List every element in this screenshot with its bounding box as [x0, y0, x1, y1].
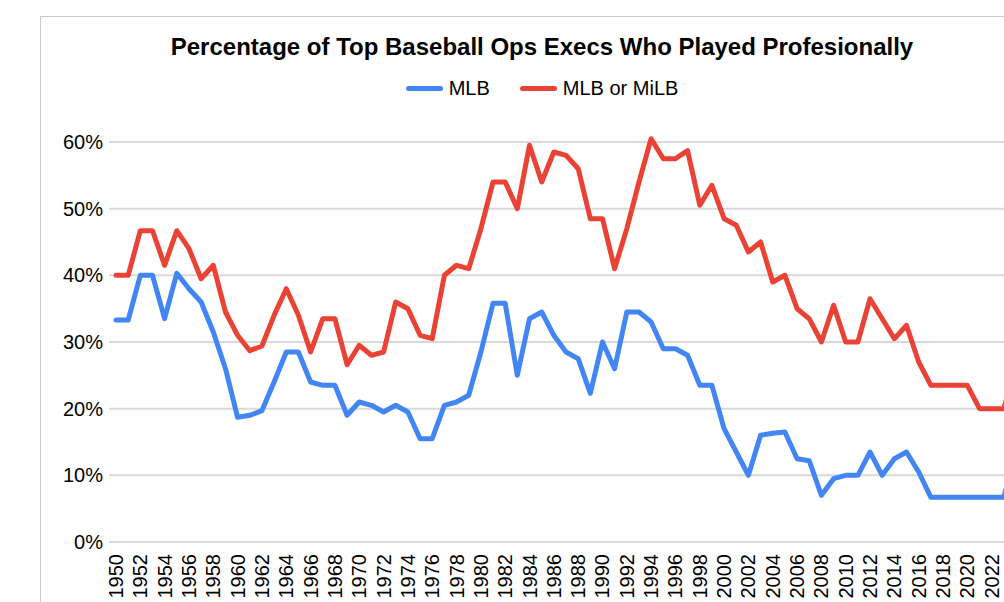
legend-swatch-icon [406, 86, 443, 91]
y-tick-label: 50% [63, 198, 103, 220]
x-tick-label: 1976 [421, 554, 443, 599]
legend-swatch-icon [520, 86, 557, 91]
y-tick-label: 40% [63, 264, 103, 286]
x-tick-label: 1982 [494, 554, 516, 599]
x-tick-label: 1964 [275, 554, 297, 599]
line-chart-plot: 0% 10% 20% 30% 40% 50% 60% 19501952195419561958… [41, 17, 1004, 602]
legend-item-mlb-or-milb: MLB or MiLB [520, 77, 679, 100]
x-tick-label: 2008 [810, 554, 832, 599]
x-tick-label: 1966 [300, 554, 322, 599]
legend-label: MLB or MiLB [563, 77, 679, 100]
x-tick-label: 1994 [640, 554, 662, 599]
x-tick-label: 2004 [762, 554, 784, 599]
x-tick-label: 1988 [567, 554, 589, 599]
x-tick-label: 1962 [251, 554, 273, 599]
x-tick-label: 1980 [470, 554, 492, 599]
chart-legend: MLB MLB or MiLB [41, 77, 1004, 100]
legend-label: MLB [449, 77, 490, 100]
x-tick-label: 1978 [446, 554, 468, 599]
x-tick-label: 1996 [664, 554, 686, 599]
x-tick-label: 2016 [908, 554, 930, 599]
x-tick-label: 1984 [519, 554, 541, 599]
x-tick-label: 1990 [591, 554, 613, 599]
x-tick-label: 1970 [348, 554, 370, 599]
series-line-mlb-or-milb [116, 139, 1004, 409]
x-tick-label: 2018 [932, 554, 954, 599]
x-tick-label: 1956 [178, 554, 200, 599]
x-tick-label: 2010 [835, 554, 857, 599]
series-line-mlb [116, 273, 1004, 497]
x-tick-label: 1986 [543, 554, 565, 599]
x-tick-label: 1974 [397, 554, 419, 599]
chart-container: 0% 10% 20% 30% 40% 50% 60% 19501952195419561958… [40, 16, 1004, 602]
y-tick-label: 60% [63, 131, 103, 153]
x-tick-label: 1968 [324, 554, 346, 599]
x-tick-label: 1960 [227, 554, 249, 599]
x-tick-label: 1972 [373, 554, 395, 599]
x-axis-labels: 1950195219541956195819601962196419661968… [105, 554, 1004, 599]
x-tick-label: 1992 [616, 554, 638, 599]
x-tick-label: 1954 [154, 554, 176, 599]
x-tick-label: 2006 [786, 554, 808, 599]
y-tick-label: 30% [63, 331, 103, 353]
x-tick-label: 2000 [713, 554, 735, 599]
x-tick-label: 1958 [202, 554, 224, 599]
x-tick-label: 2020 [956, 554, 978, 599]
x-tick-label: 1998 [689, 554, 711, 599]
x-tick-label: 1950 [105, 554, 127, 599]
y-tick-label: 20% [63, 398, 103, 420]
x-tick-label: 2002 [737, 554, 759, 599]
x-tick-label: 2012 [859, 554, 881, 599]
y-tick-label: 10% [63, 464, 103, 486]
y-tick-label: 0% [74, 531, 103, 553]
x-tick-label: 1952 [129, 554, 151, 599]
y-axis-labels: 0% 10% 20% 30% 40% 50% 60% [63, 131, 103, 553]
legend-item-mlb: MLB [406, 77, 490, 100]
x-tick-label: 2014 [883, 554, 905, 599]
x-tick-label: 2022 [981, 554, 1003, 599]
